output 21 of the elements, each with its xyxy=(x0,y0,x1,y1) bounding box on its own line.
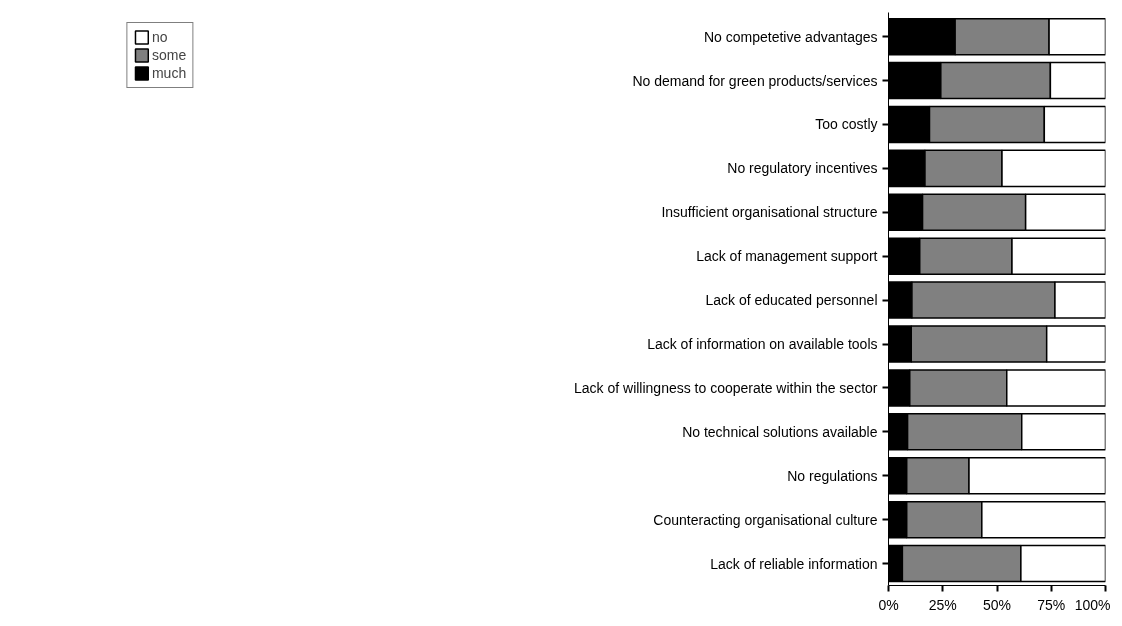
y-tick-label: No regulatory incentives xyxy=(727,160,878,177)
y-tick-label: Lack of information on available tools xyxy=(647,336,878,353)
x-tick-label: 25% xyxy=(928,596,957,613)
legend-label: no xyxy=(151,29,169,45)
legend-label: much xyxy=(151,65,187,81)
y-tick-label: No competetive advantages xyxy=(703,28,878,45)
x-tick-label: 100% xyxy=(1074,596,1111,613)
legend-label: some xyxy=(151,47,187,63)
y-tick-label: Lack of willingness to cooperate within the sector xyxy=(574,379,878,396)
y-tick-label: Insufficient organisational structure xyxy=(661,204,878,221)
y-tick-label: Lack of educated personnel xyxy=(705,292,878,309)
y-tick-label: Too costly xyxy=(815,116,878,133)
y-tick-label: Lack of management support xyxy=(696,248,878,265)
x-tick-label: 50% xyxy=(982,596,1012,613)
y-tick-label: No technical solutions available xyxy=(682,423,878,440)
x-tick-label: 75% xyxy=(1037,596,1066,613)
y-tick-label: Lack of reliable information xyxy=(710,555,878,572)
y-tick-label: No regulations xyxy=(787,467,878,484)
y-tick-label: No demand for green products/services xyxy=(632,72,878,89)
y-tick-label: Counteracting organisational culture xyxy=(653,511,878,528)
x-tick-label: 0% xyxy=(878,596,899,613)
